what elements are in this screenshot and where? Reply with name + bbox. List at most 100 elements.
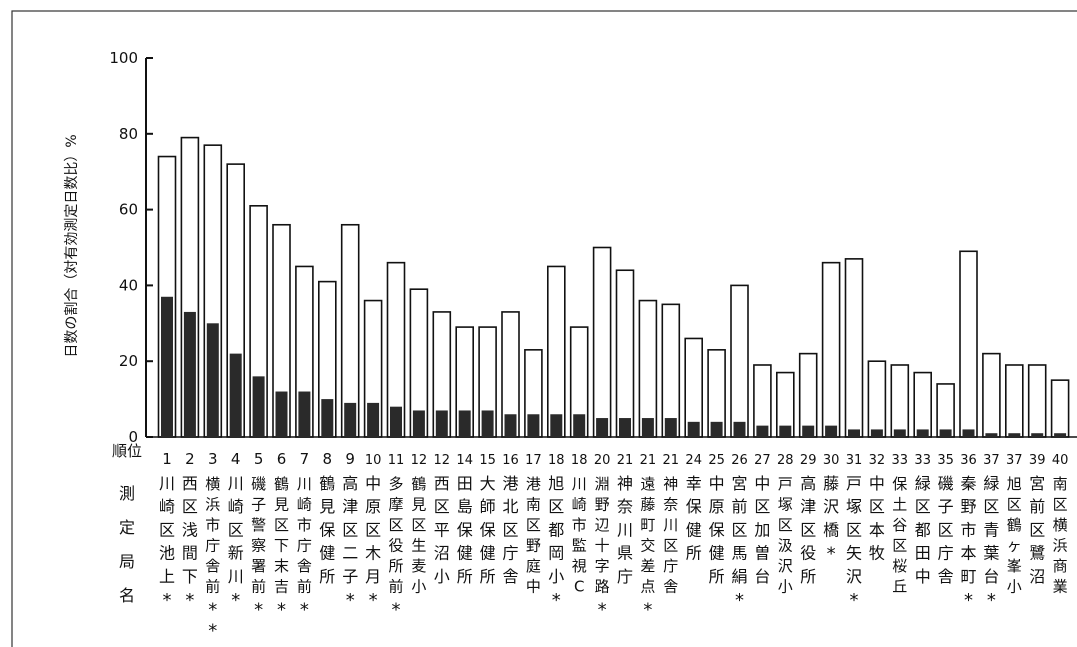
station-char: 前: [297, 578, 312, 596]
station-char: 保: [319, 520, 335, 539]
bar-dark: [183, 311, 196, 437]
station-char: 区: [342, 520, 358, 539]
bar-dark: [344, 402, 357, 437]
station-char: 田: [457, 474, 473, 493]
station-char: 保: [480, 520, 496, 539]
station-char: 十: [595, 537, 610, 555]
station-char: 末: [274, 557, 289, 575]
station-char: 区: [983, 497, 999, 516]
station-char: 緑: [915, 474, 931, 493]
station-char: 大: [480, 474, 496, 493]
figure-border: [11, 10, 1077, 647]
rank-label: 40: [1052, 453, 1069, 468]
bar-dark: [1008, 433, 1021, 437]
station-char: 区: [1007, 496, 1022, 514]
station-char: 島: [457, 497, 473, 516]
station-char: 秦: [960, 474, 976, 493]
station-char: 県: [617, 544, 633, 563]
rank-label: 21: [663, 453, 680, 468]
station-char: 奈: [663, 496, 678, 514]
station-char: 庁: [663, 557, 678, 575]
station-char: 路: [595, 578, 610, 596]
rank-header: 順位: [112, 442, 142, 460]
station-char: 岡: [548, 544, 564, 563]
station-char: 間: [182, 544, 198, 563]
bar-total: [615, 269, 635, 438]
station-char: 神: [617, 474, 633, 493]
station-char: 幸: [686, 474, 702, 493]
station-char: 池: [159, 544, 175, 563]
station-char: 所: [319, 567, 335, 586]
rank-label: 37: [1006, 453, 1023, 468]
station-char: 点: [640, 578, 655, 596]
station-char: 所: [686, 544, 702, 563]
station-char: 所: [709, 567, 725, 586]
station-char: 二: [342, 544, 358, 563]
station-mark: *: [552, 590, 561, 611]
rank-label: 37: [983, 453, 1000, 468]
station-mark: *: [735, 590, 744, 611]
station-char: 健: [319, 544, 335, 563]
bar-dark: [206, 323, 219, 437]
station-char: 前: [731, 497, 747, 516]
rank-label: 21: [617, 453, 634, 468]
station-char: 磯: [938, 474, 954, 493]
station-char: 北: [502, 497, 518, 516]
station-char: 汲: [778, 537, 793, 555]
station-mark: *: [208, 621, 217, 642]
station-header-char: 測: [119, 484, 135, 503]
station-mark: *: [277, 600, 286, 621]
bar-dark: [412, 410, 425, 437]
bar-total: [546, 265, 566, 438]
rank-label: 7: [300, 450, 310, 468]
station-char: 崎: [572, 496, 587, 514]
bar-total: [890, 364, 910, 438]
station-char: 小: [411, 578, 426, 596]
station-char: 丘: [892, 578, 907, 596]
station-char: 南: [526, 496, 541, 514]
rank-label: 2: [185, 450, 195, 468]
station-char: 小: [778, 578, 793, 596]
station-char: 区: [731, 520, 747, 539]
station-char: 絹: [731, 567, 747, 586]
rank-label: 21: [640, 453, 657, 468]
station-char: 差: [640, 557, 655, 575]
station-char: 神: [663, 475, 678, 493]
station-char: 谷: [892, 516, 907, 534]
rank-label: 4: [231, 450, 241, 468]
y-axis-label: 日数の割合（対有効測定日数比）%: [63, 134, 80, 357]
station-char: 交: [640, 537, 655, 555]
station-char: 保: [709, 520, 725, 539]
station-char: 高: [800, 474, 816, 493]
bar-dark: [504, 414, 517, 437]
bar-dark: [435, 410, 448, 437]
station-char: 舎: [205, 557, 220, 575]
station-char: 葉: [983, 544, 999, 563]
station-char: 中: [365, 474, 381, 493]
station-char: 中: [709, 474, 725, 493]
station-header-char: 局: [119, 552, 135, 571]
station-char: 見: [274, 496, 289, 514]
station-char: 市: [205, 516, 220, 534]
rank-label: 26: [731, 453, 748, 468]
station-char: 川: [228, 474, 244, 493]
station-char: 区: [548, 497, 564, 516]
station-char: 区: [274, 516, 289, 534]
station-char: 庁: [502, 544, 518, 563]
rank-label: 24: [685, 453, 702, 468]
station-char: 沢: [846, 567, 862, 586]
station-char: 鶴: [411, 475, 426, 493]
station-char: 業: [1053, 578, 1068, 596]
station-char: 前: [205, 578, 220, 596]
bar-dark: [458, 410, 471, 437]
rank-label: 9: [345, 450, 355, 468]
station-char: 藤: [640, 496, 655, 514]
station-char: 戸: [778, 475, 793, 493]
